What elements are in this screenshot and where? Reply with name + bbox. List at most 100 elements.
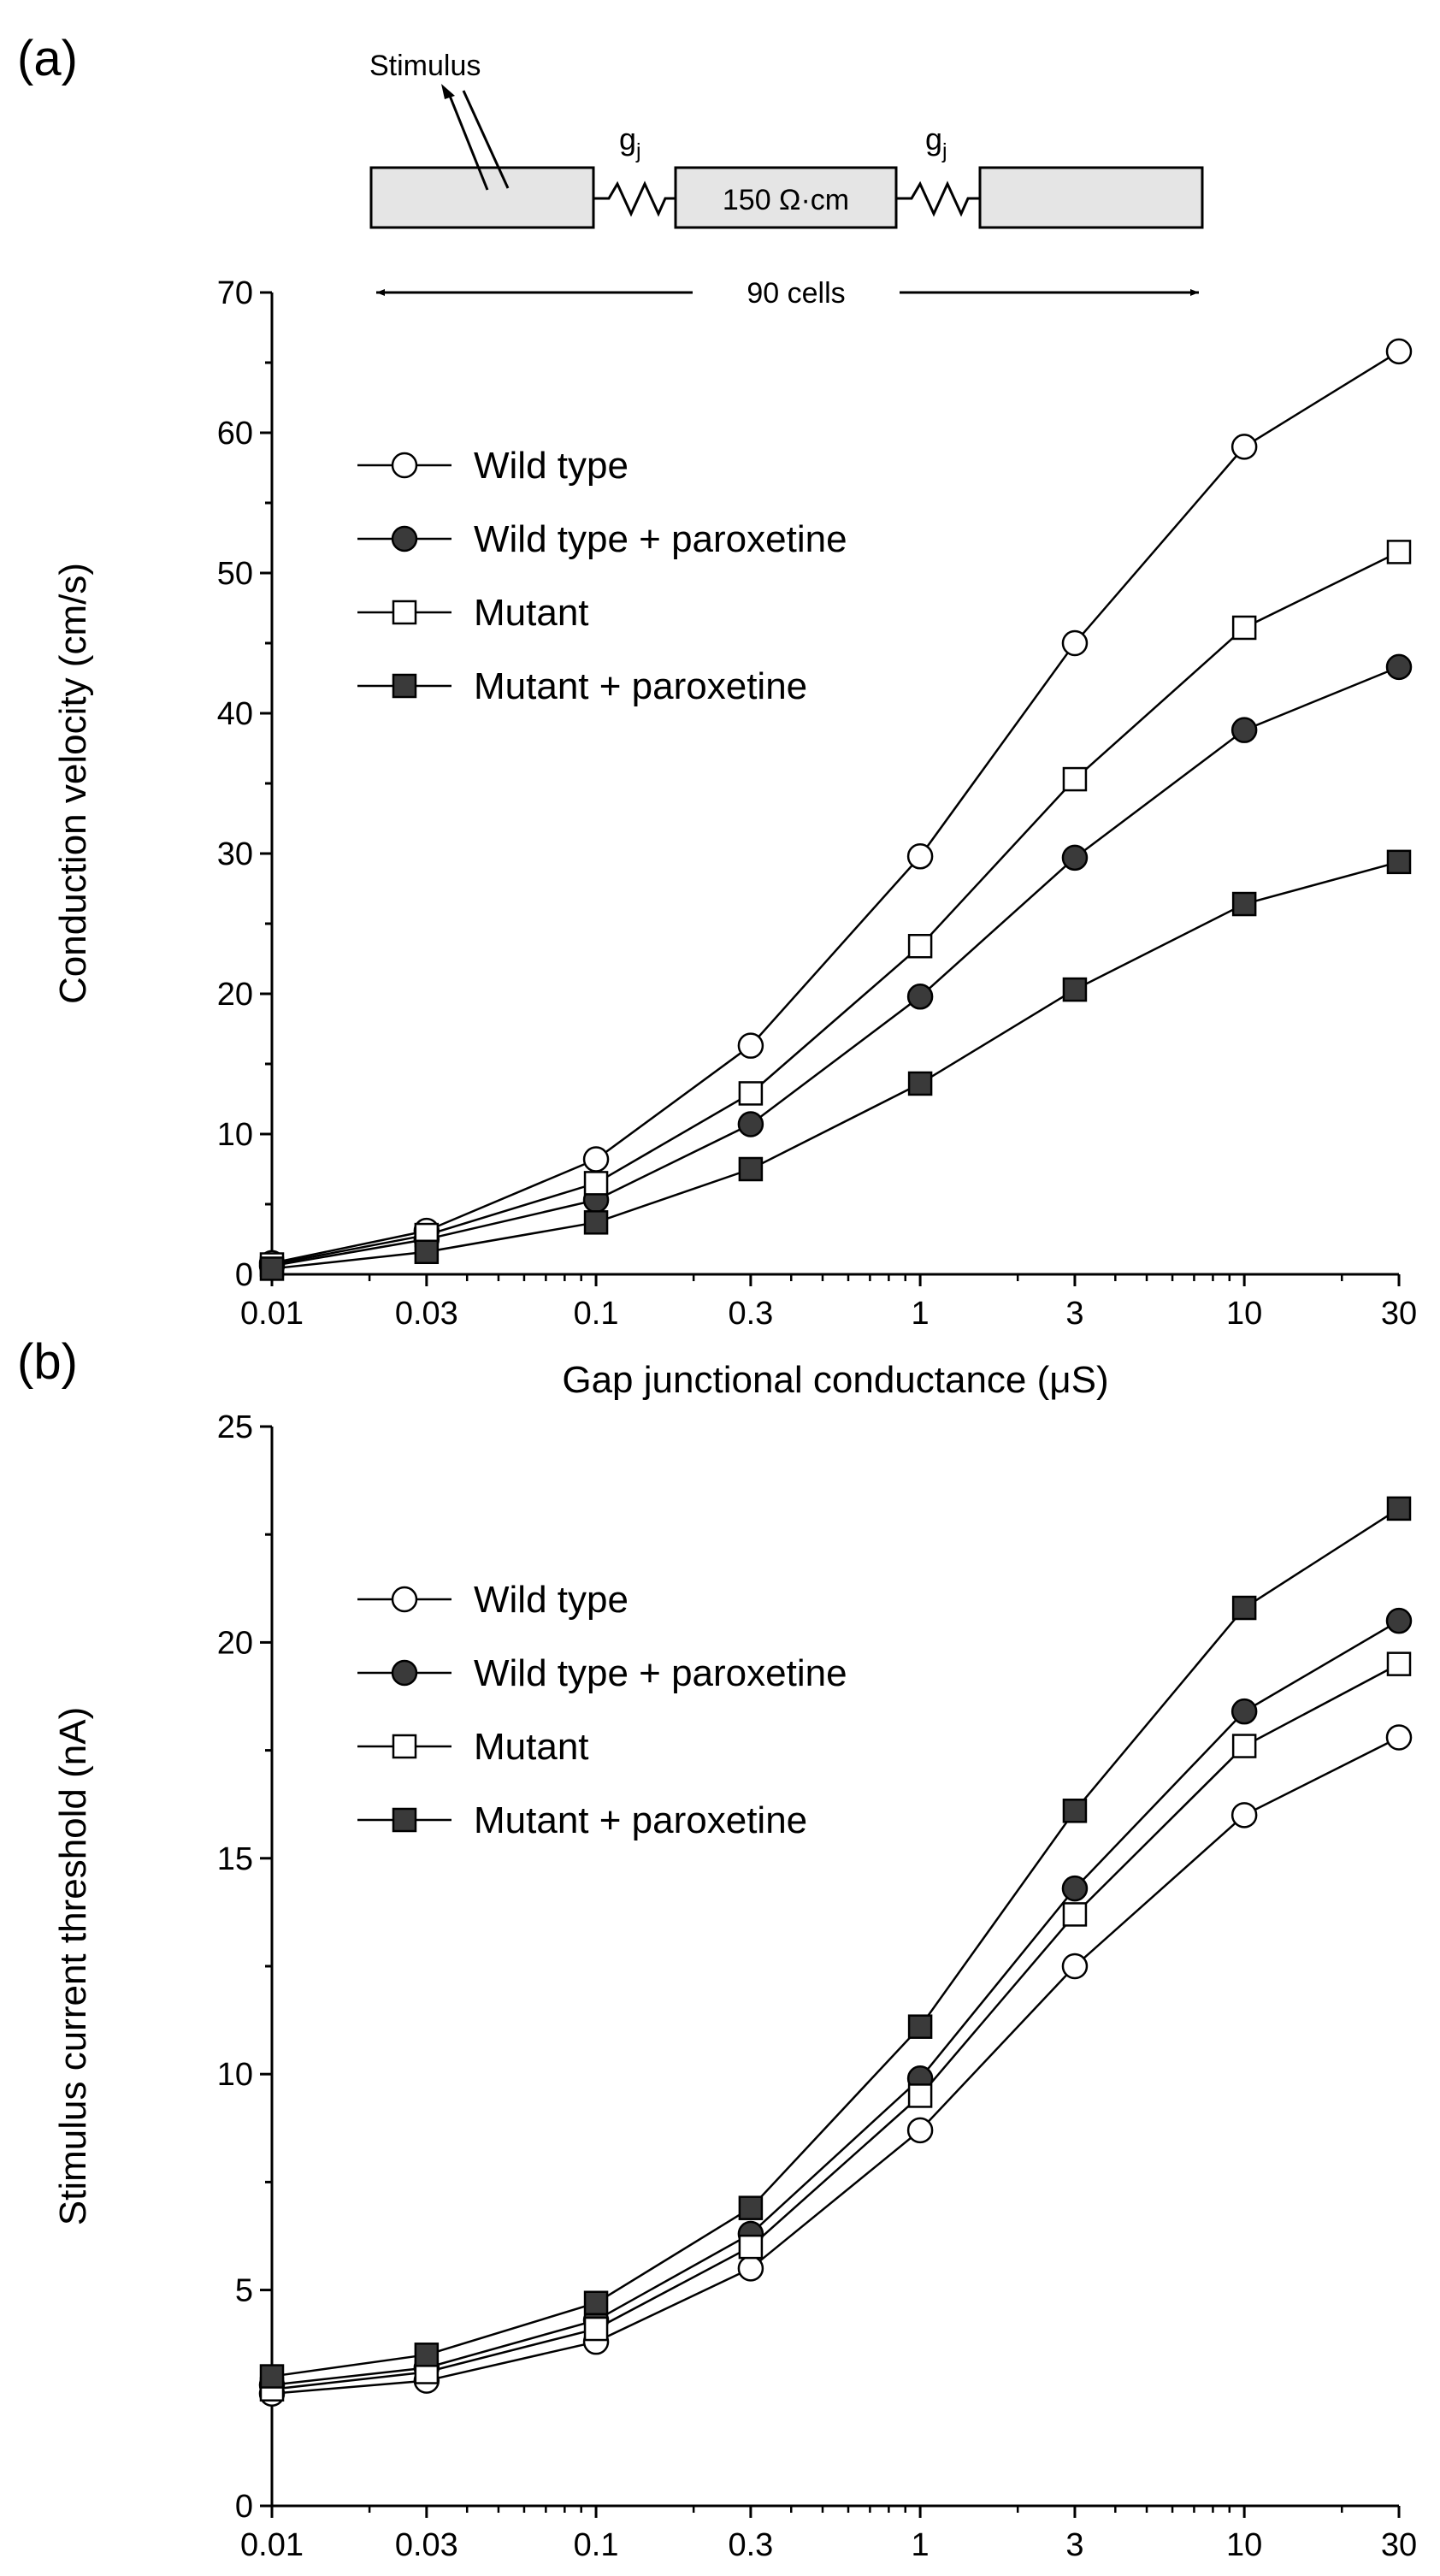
y-tick-label: 30 <box>217 836 253 872</box>
x-tick-label: 10 <box>1226 1296 1262 1332</box>
data-point-circle <box>1230 1802 1258 1829</box>
data-point-square <box>414 2343 440 2367</box>
data-point-circle <box>1230 434 1258 460</box>
legend-label: Wild type <box>474 445 629 487</box>
series-line <box>271 551 1400 1266</box>
x-tick-label: 0.1 <box>574 1296 619 1332</box>
data-point-square <box>738 2234 764 2260</box>
x-tick-label: 1 <box>912 1296 930 1332</box>
series-line <box>271 1620 1400 2386</box>
cell-resistivity-label: 150 Ω·cm <box>723 184 849 216</box>
data-point-circle <box>906 843 934 870</box>
data-point-square <box>1386 540 1412 564</box>
x-tick-label: 0.01 <box>240 2527 304 2563</box>
data-point-square <box>1386 1496 1412 1521</box>
data-point-square <box>583 2316 609 2342</box>
gj-main: g <box>619 121 636 157</box>
legend-marker <box>391 1586 418 1613</box>
data-point-circle <box>1230 1698 1258 1725</box>
data-point-square <box>738 1156 764 1182</box>
data-point-circle <box>737 1032 764 1059</box>
legend-marker <box>392 1734 417 1759</box>
y-tick-label: 15 <box>217 1841 253 1877</box>
data-point-square <box>1386 1651 1412 1676</box>
data-point-square <box>259 2364 285 2389</box>
x-tick-label: 0.01 <box>240 1296 304 1332</box>
y-tick-label: 25 <box>217 1409 253 1445</box>
data-point-circle <box>906 2117 934 2144</box>
data-point-circle <box>737 1111 764 1137</box>
data-point-square <box>738 2195 764 2220</box>
y-tick-label: 20 <box>217 977 253 1013</box>
data-point-circle <box>737 2255 764 2282</box>
data-point-square <box>1231 1734 1257 1758</box>
legend-marker <box>392 1807 417 1833</box>
series-line <box>271 1736 1400 2395</box>
legend-marker <box>391 452 418 479</box>
cell-right <box>978 166 1204 229</box>
data-point-square <box>1062 977 1088 1002</box>
gj-subscript: j <box>635 139 641 163</box>
gap-junction-resistor-left <box>593 180 676 217</box>
legend-label: Wild type + paroxetine <box>474 518 847 560</box>
legend-label: Wild type + paroxetine <box>474 1652 847 1694</box>
y-tick-label: 70 <box>217 275 253 311</box>
data-point-circle <box>1385 1724 1413 1751</box>
y-tick-label: 0 <box>235 2489 253 2525</box>
data-point-square <box>1062 766 1088 792</box>
y-tick-label: 40 <box>217 696 253 732</box>
x-tick-label: 0.3 <box>728 2527 773 2563</box>
x-tick-label: 30 <box>1381 1296 1417 1332</box>
data-point-circle <box>1061 629 1089 657</box>
panel-b-letter: (b) <box>17 1334 78 1390</box>
data-point-square <box>1062 1902 1088 1927</box>
data-point-circle <box>1385 1607 1413 1634</box>
series-line <box>271 1507 1400 2378</box>
x-tick-label: 1 <box>912 2527 930 2563</box>
x-tick-label: 0.03 <box>395 2527 458 2563</box>
gap-junction-resistor-right <box>896 180 980 217</box>
x-tick-label: 30 <box>1381 2527 1417 2563</box>
electrode-tip <box>441 84 455 99</box>
data-point-square <box>1231 615 1257 641</box>
data-point-circle <box>582 1146 610 1173</box>
gj-subscript: j <box>941 139 947 163</box>
data-point-square <box>259 1256 285 1281</box>
x-tick-label: 3 <box>1065 1296 1083 1332</box>
data-point-square <box>738 1081 764 1106</box>
gj-label-right: gj <box>925 121 947 163</box>
x-tick-label: 10 <box>1226 2527 1262 2563</box>
legend-label: Mutant + paroxetine <box>474 665 807 707</box>
y-axis-label: Stimulus current threshold (nA) <box>52 1707 94 2225</box>
series-line <box>271 350 1400 1265</box>
cell-middle <box>674 166 898 229</box>
y-tick-label: 10 <box>217 2057 253 2093</box>
data-point-square <box>907 933 933 959</box>
data-point-circle <box>906 984 934 1010</box>
legend-label: Mutant <box>474 592 589 634</box>
x-tick-label: 3 <box>1065 2527 1083 2563</box>
cells-count-label: 90 cells <box>747 277 845 310</box>
x-axis-label: Gap junctional conductance (μS) <box>562 1359 1108 1401</box>
data-point-square <box>583 2290 609 2315</box>
panel-a-letter: (a) <box>17 31 78 86</box>
legend-marker <box>392 600 417 625</box>
y-tick-label: 10 <box>217 1117 253 1153</box>
electrode-line-1 <box>448 95 489 191</box>
y-tick-label: 5 <box>235 2273 253 2309</box>
x-tick-label: 0.03 <box>395 1296 458 1332</box>
data-point-square <box>907 2014 933 2039</box>
legend-marker <box>391 1659 418 1687</box>
legend-marker <box>391 525 418 552</box>
data-point-square <box>583 1171 609 1196</box>
data-point-square <box>414 1239 440 1265</box>
data-point-square <box>1231 1595 1257 1621</box>
gj-label-left: gj <box>619 121 641 163</box>
series-line <box>271 1663 1400 2390</box>
data-point-square <box>907 1071 933 1096</box>
data-point-square <box>907 2083 933 2108</box>
stimulus-label: Stimulus <box>369 50 481 82</box>
y-tick-label: 50 <box>217 556 253 592</box>
